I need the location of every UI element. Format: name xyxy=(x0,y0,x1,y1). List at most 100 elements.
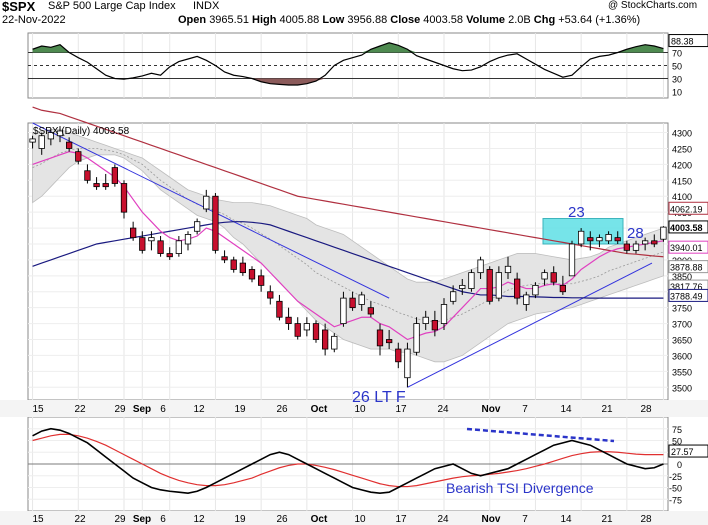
x-tick-label-bottom: 10 xyxy=(354,514,366,525)
ma50-line xyxy=(32,221,664,299)
y-tick-label: -25 xyxy=(669,472,682,482)
candle xyxy=(358,291,365,311)
x-tick-label-bottom: 21 xyxy=(601,514,613,525)
x-tick-label-bottom: 28 xyxy=(640,514,652,525)
candle xyxy=(404,342,411,388)
candle-body xyxy=(166,253,173,258)
date-label: 22-Nov-2022 xyxy=(2,14,66,26)
candle xyxy=(312,320,320,343)
y-tick-label: 0 xyxy=(677,460,682,470)
price-legend: $SPX (Daily) 4003.58 xyxy=(33,126,130,137)
tsi-last-value-label: 27.57 xyxy=(671,447,694,457)
y-tick-label: 50 xyxy=(672,437,682,447)
ema10-line xyxy=(32,151,664,341)
candle-body xyxy=(385,339,393,344)
price-label: 4062.19 xyxy=(670,204,703,214)
candle-body xyxy=(349,297,356,309)
candle-body xyxy=(559,284,566,293)
candle xyxy=(349,291,356,311)
open-label: Open xyxy=(178,14,207,26)
x-tick-label: 24 xyxy=(437,404,449,415)
candle-body xyxy=(303,323,311,331)
candle xyxy=(413,317,420,356)
candle xyxy=(84,164,91,184)
candle-body xyxy=(449,291,457,302)
candle-body xyxy=(248,269,256,280)
candle-body xyxy=(212,195,219,251)
x-tick-label-bottom: 12 xyxy=(193,514,205,525)
candle-body xyxy=(148,237,155,242)
candle-body xyxy=(431,320,439,331)
x-tick-label-bottom: Nov xyxy=(482,514,501,525)
candle-body xyxy=(395,348,402,363)
ohlc-readout: Open 3965.51 High 4005.88 Low 3956.88 Cl… xyxy=(178,14,640,26)
y-tick-label: 3650 xyxy=(672,336,692,346)
candle-body xyxy=(413,323,420,353)
candle-body xyxy=(75,151,82,162)
candle xyxy=(75,148,82,165)
x-tick-label: 29 xyxy=(114,404,126,415)
candle-body xyxy=(514,278,521,299)
candle-body xyxy=(93,183,100,188)
bollinger-mid xyxy=(32,148,664,323)
candle-body xyxy=(221,256,228,261)
x-tick-label: 6 xyxy=(160,404,166,415)
candle xyxy=(276,294,283,321)
candle-body xyxy=(267,291,274,299)
candle xyxy=(532,282,539,299)
price-label-box xyxy=(668,260,708,274)
candle xyxy=(514,272,521,305)
candle xyxy=(111,164,119,187)
candle xyxy=(257,269,265,292)
candle-body xyxy=(29,138,36,143)
candle-body xyxy=(532,284,539,296)
candle xyxy=(559,275,566,295)
x-tick-label-bottom: Sep xyxy=(133,514,151,525)
price-label: 3788.49 xyxy=(670,291,703,301)
low-value: 3956.88 xyxy=(347,14,388,26)
x-tick-label: 15 xyxy=(32,404,44,415)
tsi-signal-line xyxy=(32,433,664,488)
candle xyxy=(660,226,667,242)
candle-body xyxy=(477,259,484,274)
candle-body xyxy=(541,272,548,280)
candle-body xyxy=(84,170,91,181)
candle xyxy=(495,266,503,302)
candle xyxy=(193,218,201,235)
candle xyxy=(157,236,164,257)
x-tick-label-bottom: 15 xyxy=(32,514,44,525)
y-tick-label: -75 xyxy=(669,495,682,505)
candle-body xyxy=(404,348,411,379)
tsi-line xyxy=(32,427,664,494)
y-tick-label: 3750 xyxy=(672,304,692,314)
x-tick-label-bottom: 22 xyxy=(74,514,86,525)
price-label: 3878.88 xyxy=(670,263,703,273)
candle xyxy=(239,256,247,276)
candle xyxy=(468,269,475,292)
candle-body xyxy=(578,230,585,245)
y-tick-label: 4250 xyxy=(672,144,692,154)
x-tick-label: 19 xyxy=(234,404,246,415)
candle xyxy=(385,329,393,350)
index-name: S&P 500 Large Cap Index xyxy=(48,0,176,12)
low-label: Low xyxy=(322,14,345,26)
y-tick-label: 4150 xyxy=(672,176,692,186)
candle-body xyxy=(184,234,192,245)
candle-body xyxy=(157,240,164,254)
candle-body xyxy=(276,300,283,318)
candle-body xyxy=(239,262,247,274)
candle xyxy=(267,285,274,305)
last-value-label: 88.38 xyxy=(671,37,694,47)
candle xyxy=(175,236,183,257)
candle xyxy=(504,256,512,280)
exchange-label: INDX xyxy=(193,0,220,12)
y-tick-label: 50 xyxy=(672,62,682,72)
candle xyxy=(321,323,329,356)
candle xyxy=(376,323,384,356)
high-value: 4005.88 xyxy=(279,14,320,26)
candle xyxy=(440,298,448,330)
candle-body xyxy=(568,243,576,277)
x-tick-label: 21 xyxy=(601,404,613,415)
candle xyxy=(395,342,402,369)
candle xyxy=(614,231,621,244)
